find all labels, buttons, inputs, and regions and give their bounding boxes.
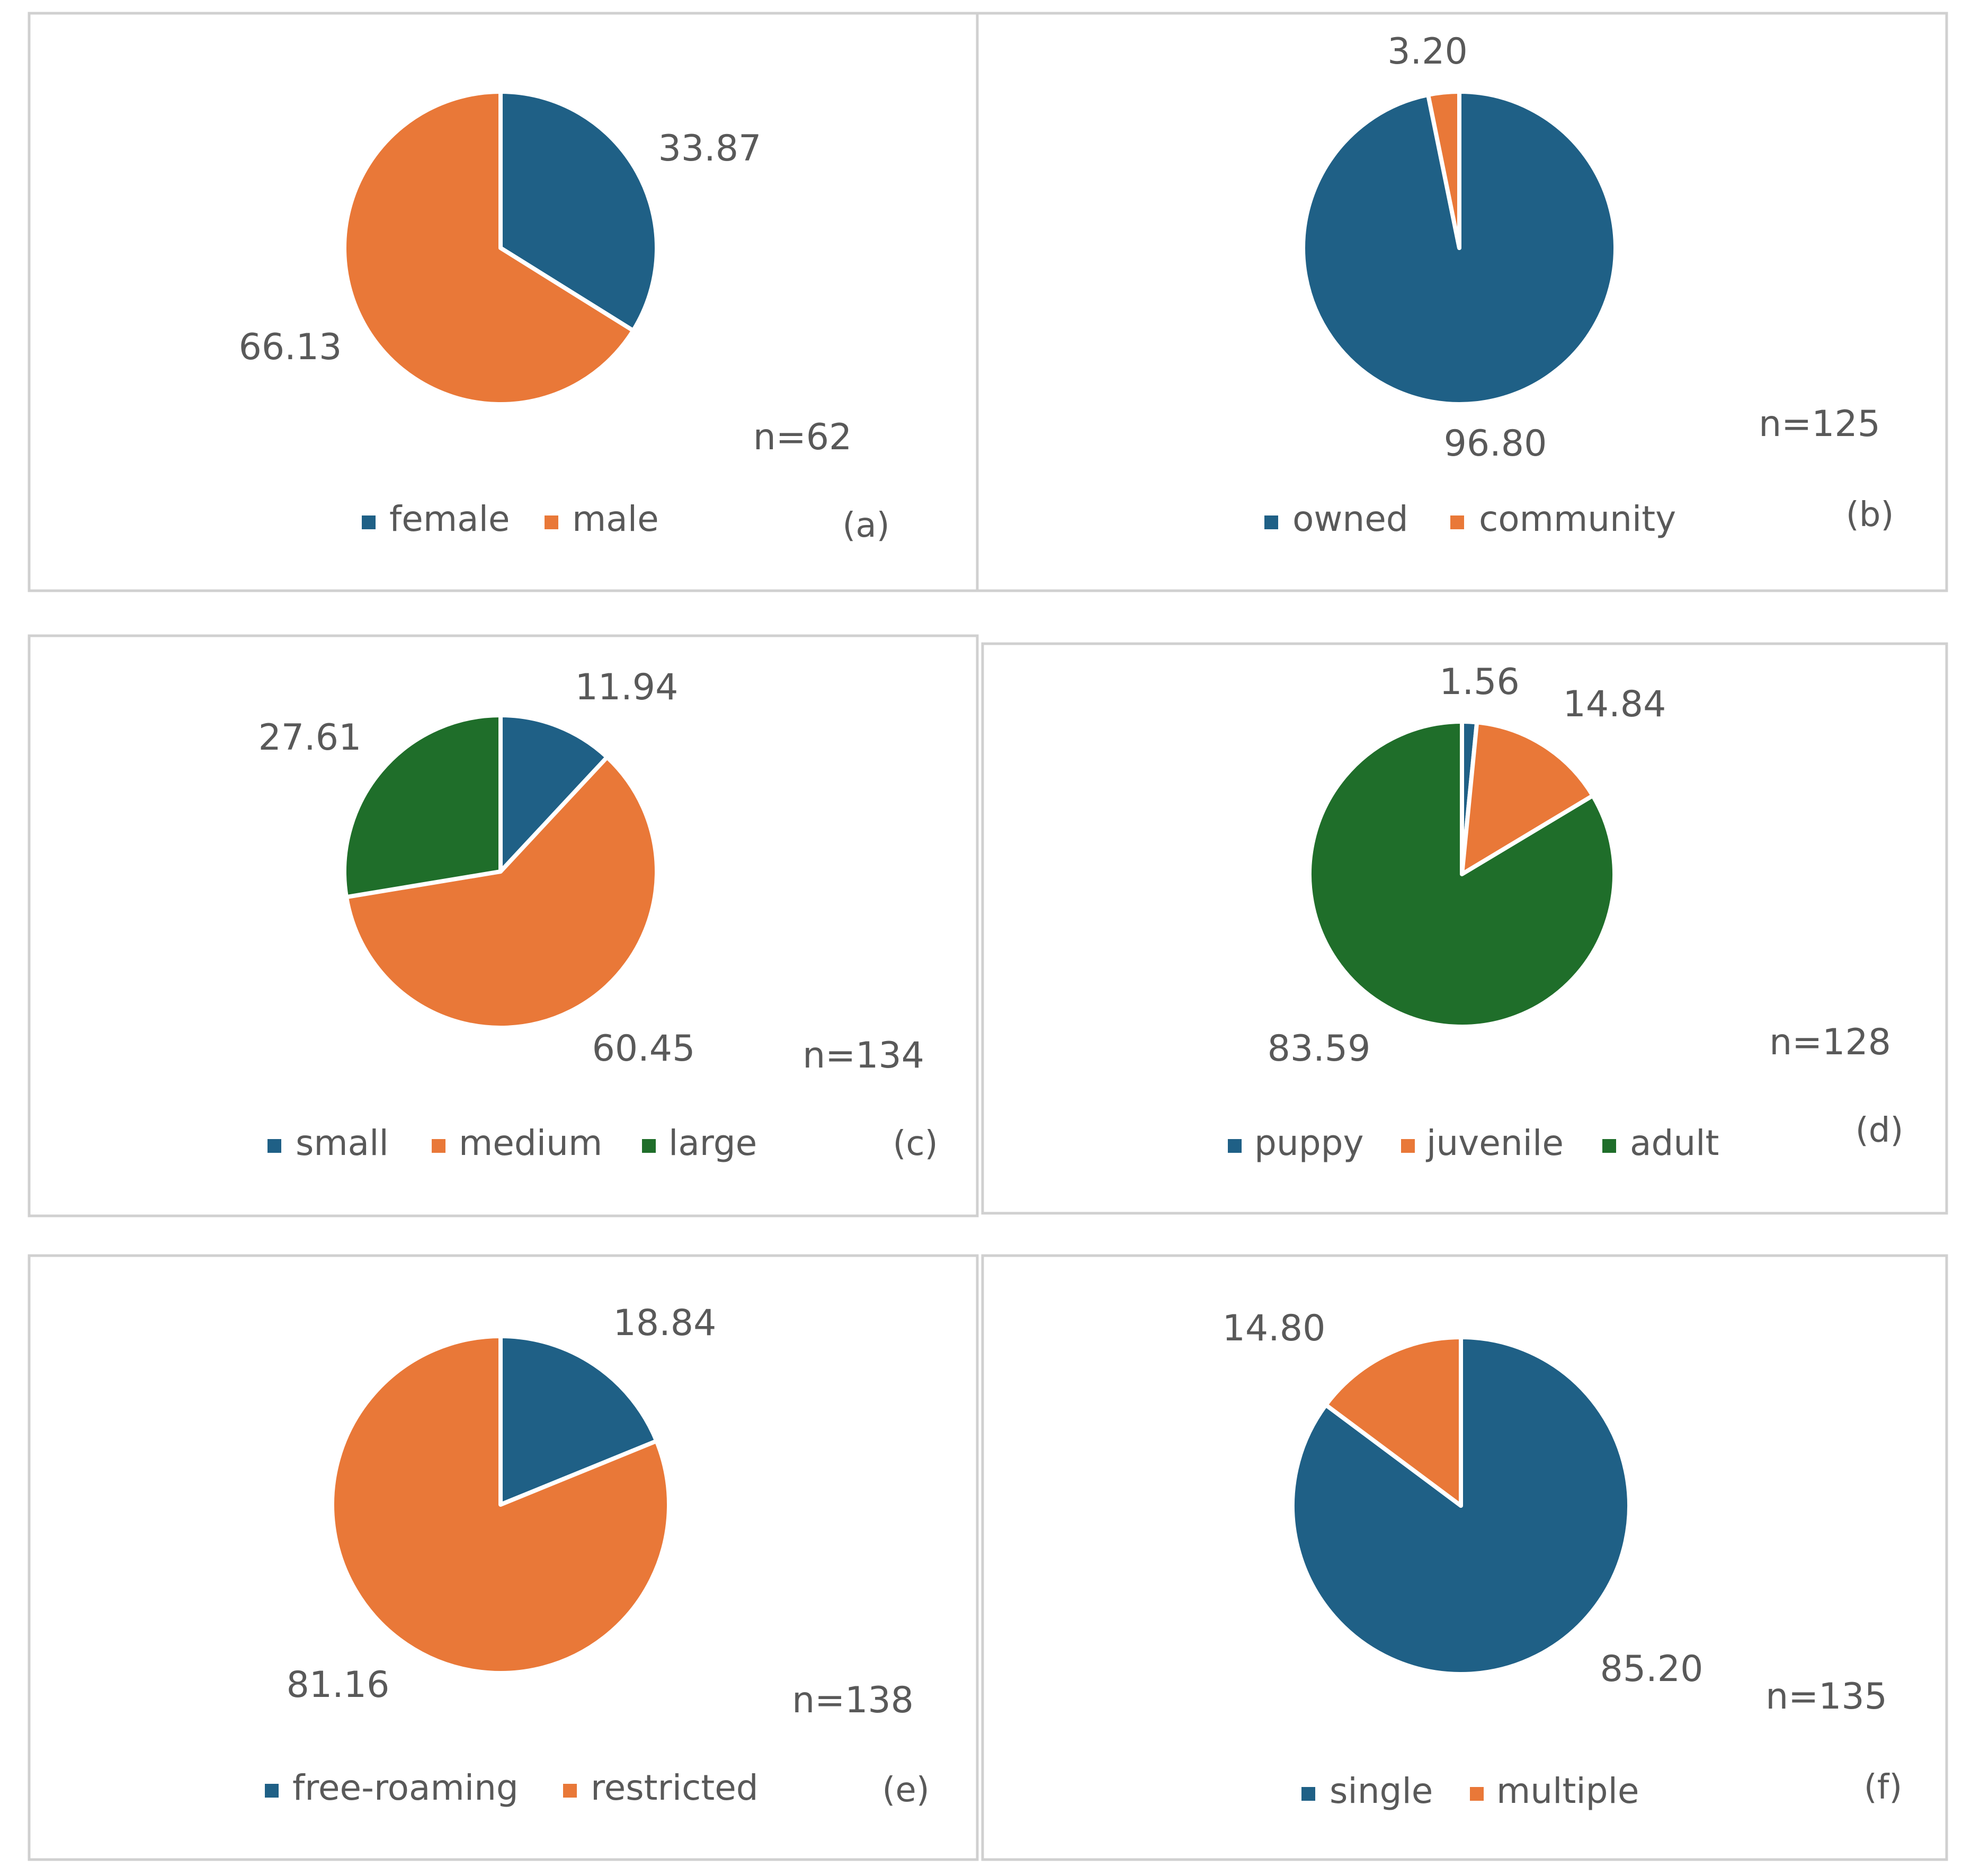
legend-swatch	[1602, 1139, 1616, 1153]
pie-slice-multiple	[1324, 1335, 1463, 1508]
panel-d-value-label: 1.56	[1439, 661, 1519, 703]
panel-e-value-label: 18.84	[613, 1302, 717, 1344]
panel-a-slices	[342, 90, 659, 406]
legend-swatch	[1264, 515, 1278, 529]
pie-slice-juvenile	[1460, 720, 1595, 876]
panel-c-value-label: 11.94	[575, 666, 679, 708]
panel-e-letter: (e)	[882, 1771, 929, 1810]
panel-c-n-label: n=134	[802, 1035, 924, 1077]
pie-slice-restricted	[330, 1334, 671, 1675]
legend-swatch	[1450, 515, 1464, 529]
panel-f-value-label: 14.80	[1223, 1308, 1326, 1349]
pie-slice-small	[498, 713, 610, 874]
panel-f-value-label: 85.20	[1600, 1648, 1704, 1690]
legend-label: small	[296, 1123, 389, 1163]
legend-swatch	[432, 1139, 445, 1153]
panel-f-slices	[1290, 1335, 1631, 1676]
legend-label: juvenile	[1425, 1123, 1564, 1163]
legend-swatch	[642, 1139, 656, 1153]
panel-d-n-label: n=128	[1769, 1021, 1891, 1063]
panel-b-letter: (b)	[1846, 495, 1894, 535]
panel-c: 11.94 60.45 27.61 n=134 small medium lar…	[28, 634, 979, 1217]
panel-b-slices	[1301, 90, 1618, 406]
legend-swatch	[265, 1784, 279, 1798]
panel-b: 96.80 3.20 n=125 owned community (b)	[976, 12, 1948, 592]
panel-d-slices	[1307, 719, 1617, 1029]
panel-e: 18.84 81.16 n=138 free-roaming restricte…	[28, 1254, 979, 1861]
panel-b-n-label: n=125	[1759, 403, 1880, 445]
legend-swatch	[563, 1784, 577, 1798]
legend-label: restricted	[591, 1767, 759, 1808]
legend-label: adult	[1630, 1123, 1719, 1163]
legend-swatch	[267, 1139, 281, 1153]
legend-label: owned	[1292, 499, 1408, 539]
legend-label: large	[668, 1123, 757, 1163]
pie-slice-free-roaming	[498, 1334, 659, 1507]
panel-d: 1.56 14.84 83.59 n=128 puppy juvenile ad…	[981, 642, 1948, 1215]
panel-a-letter: (a)	[842, 506, 889, 545]
legend-label: female	[389, 499, 510, 539]
pie-slice-adult	[1307, 719, 1617, 1029]
legend-swatch	[545, 515, 558, 529]
legend-swatch	[362, 515, 376, 529]
panel-f-letter: (f)	[1864, 1768, 1902, 1807]
legend-label: free-roaming	[292, 1767, 519, 1808]
legend-label: community	[1479, 499, 1676, 539]
pie-slice-community	[1426, 90, 1461, 250]
panel-d-letter: (d)	[1856, 1111, 1904, 1150]
panel-b-value-label: 3.20	[1387, 31, 1467, 73]
pie-slice-medium	[344, 755, 659, 1030]
legend-label: puppy	[1254, 1123, 1364, 1163]
panel-f: 85.20 14.80 n=135 single multiple (f)	[981, 1254, 1948, 1861]
panel-e-value-label: 81.16	[287, 1664, 390, 1706]
panel-d-value-label: 14.84	[1563, 683, 1666, 725]
panel-c-slices	[342, 713, 659, 1030]
legend-swatch	[1470, 1787, 1484, 1801]
legend-swatch	[1401, 1139, 1415, 1153]
panel-c-value-label: 60.45	[592, 1028, 695, 1070]
panel-e-n-label: n=138	[792, 1679, 914, 1721]
panel-c-value-label: 27.61	[258, 717, 362, 759]
legend-label: medium	[459, 1123, 602, 1163]
panel-d-value-label: 83.59	[1268, 1028, 1371, 1070]
panel-a-value-label: 33.87	[658, 128, 762, 170]
panel-b-value-label: 96.80	[1444, 423, 1547, 465]
legend-label: single	[1330, 1771, 1433, 1811]
legend-swatch	[1228, 1139, 1242, 1153]
panel-a-n-label: n=62	[753, 416, 852, 458]
pie-slice-large	[342, 713, 503, 900]
panel-e-slices	[330, 1334, 671, 1675]
panel-a: 33.87 66.13 n=62 female male (a)	[28, 12, 979, 592]
pie-slice-male	[342, 90, 636, 406]
pie-slice-single	[1290, 1335, 1631, 1676]
panel-a-value-label: 66.13	[239, 326, 342, 368]
panel-c-letter: (c)	[893, 1124, 938, 1163]
panel-f-n-label: n=135	[1765, 1676, 1887, 1718]
legend-label: multiple	[1496, 1771, 1639, 1811]
legend-label: male	[572, 499, 659, 539]
legend-swatch	[1301, 1787, 1315, 1801]
